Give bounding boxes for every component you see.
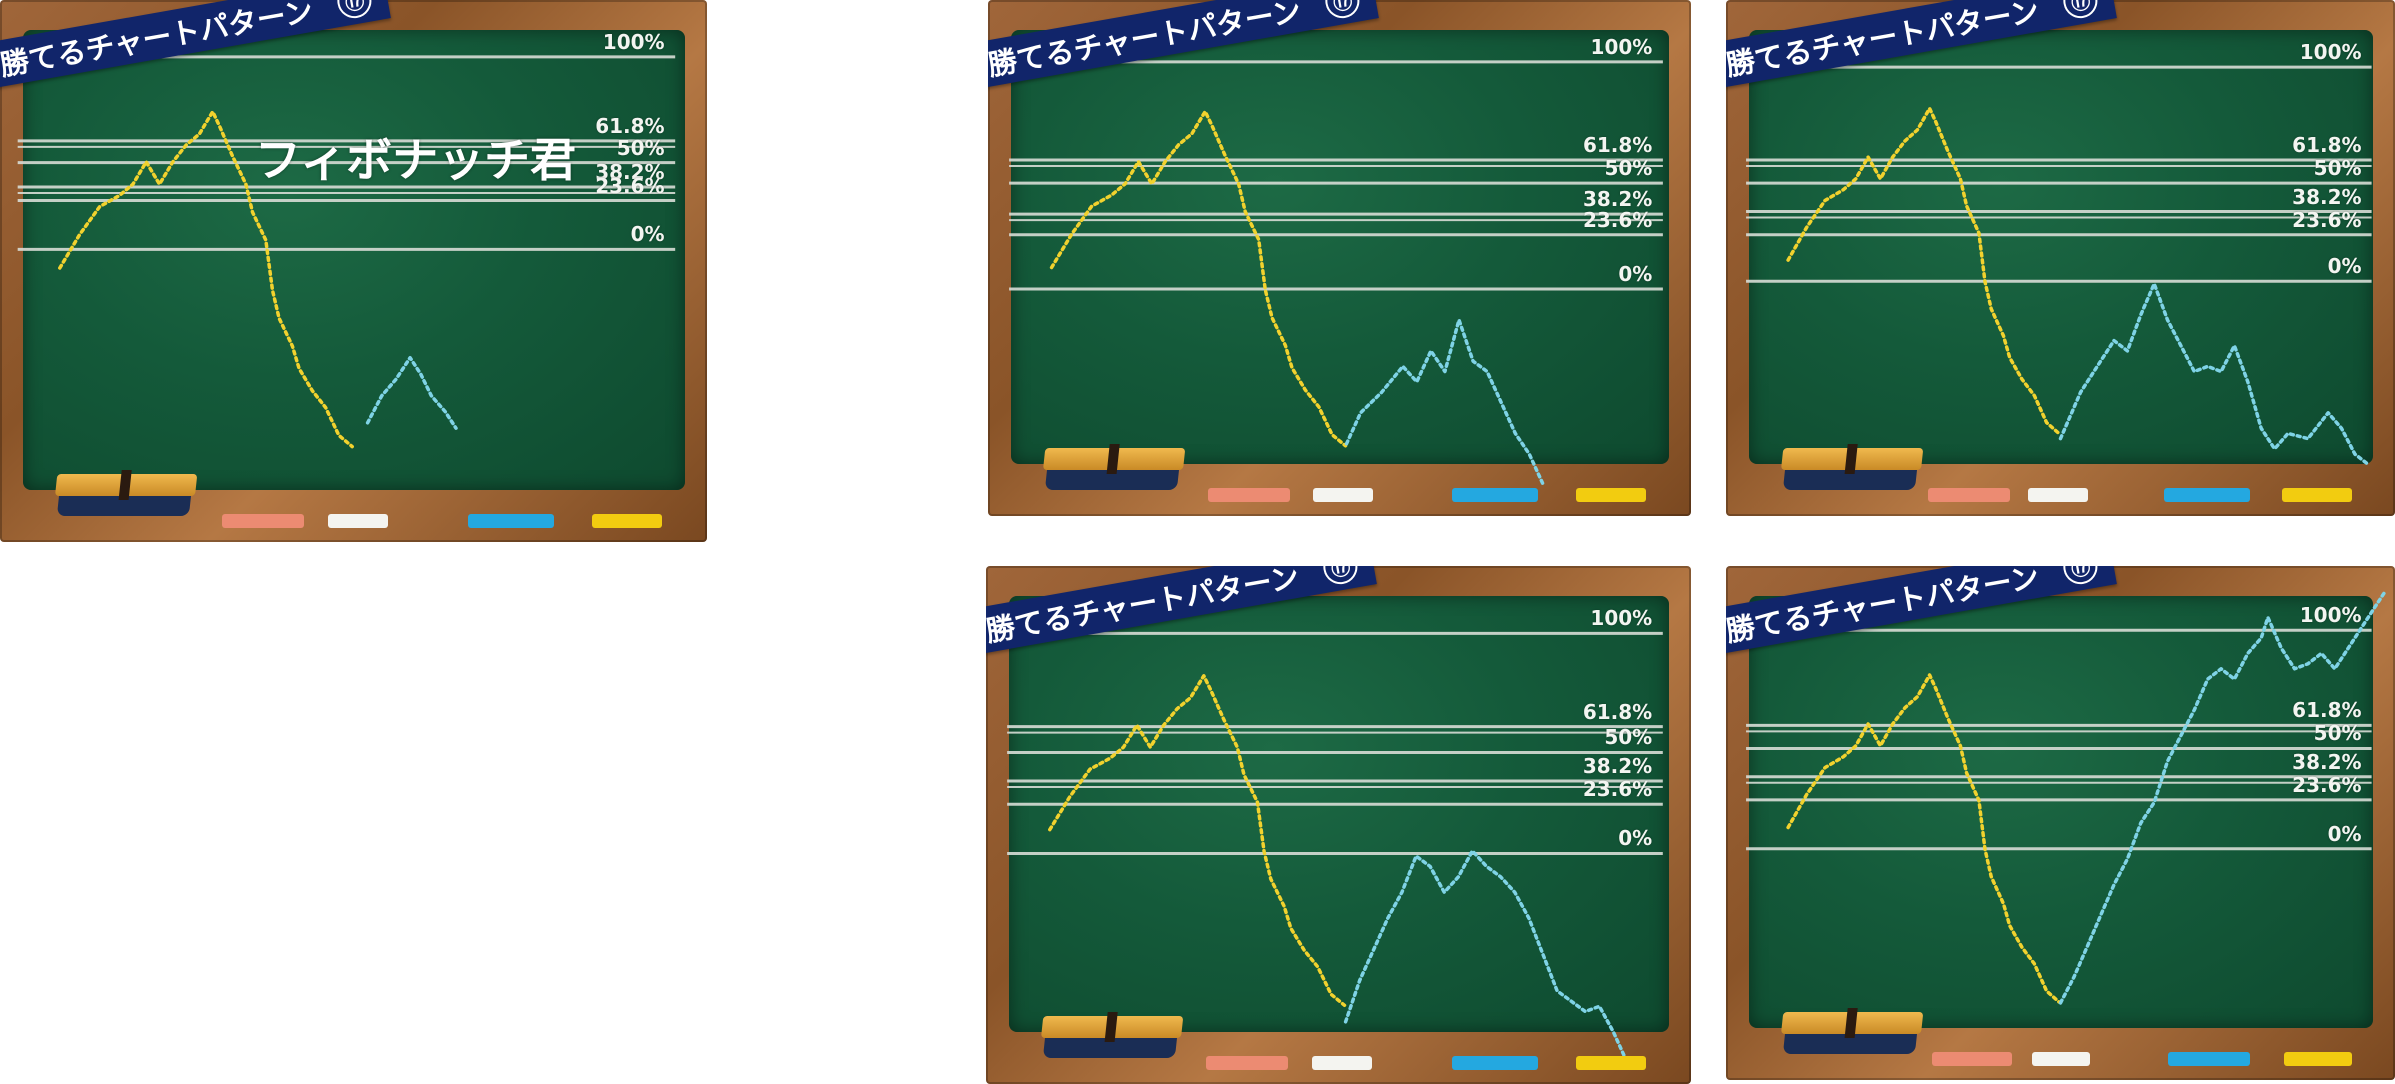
fib-level-label-50: 50% <box>1604 156 1653 181</box>
white-chalk-icon <box>2028 488 2088 502</box>
yellow-chalk-price-line <box>1048 674 1347 1008</box>
eraser-icon <box>1041 444 1186 492</box>
fib-level-label-382: 38.2% <box>1582 187 1653 212</box>
fibonacci-plot <box>1009 60 1663 487</box>
episode-number-badge: ⑰ <box>1320 566 1361 587</box>
chalkboard <box>23 30 685 490</box>
chart-panel-1: 勝てるチャートパターン ⑰ フィボナッチ君 100% 61.8% 50% 38.2% 2… <box>0 0 707 542</box>
eraser-icon <box>1779 1008 1924 1056</box>
fib-level-label-100: 100% <box>2299 603 2362 628</box>
fib-level-label-50: 50% <box>616 135 665 160</box>
yellow-chalk-price-line <box>1049 109 1348 448</box>
white-chalk-icon <box>2032 1052 2090 1066</box>
yellow-chalk-price-line <box>1786 106 2061 436</box>
episode-number-badge: ⑰ <box>2060 566 2101 587</box>
blue-chalk-icon <box>2164 488 2250 502</box>
blue-chalk-icon <box>468 514 554 528</box>
fib-level-label-0: 0% <box>1618 261 1653 286</box>
fib-level-label-50: 50% <box>1604 725 1653 750</box>
cyan-chalk-price-line <box>2058 282 2370 467</box>
cyan-chalk-price-line <box>365 355 458 430</box>
pink-chalk-icon <box>222 514 304 528</box>
fib-level-label-618: 61.8% <box>1582 132 1653 157</box>
fib-level-label-382: 38.2% <box>595 159 665 184</box>
cyan-chalk-price-line <box>1344 318 1546 487</box>
blue-chalk-icon <box>1452 1056 1538 1070</box>
fib-level-label-236: 23.6% <box>1582 777 1653 802</box>
fib-level-label-382: 38.2% <box>2292 184 2362 209</box>
fib-level-label-0: 0% <box>2327 821 2362 846</box>
eraser-icon <box>1779 444 1924 492</box>
fibonacci-plot <box>17 55 676 449</box>
cyan-chalk-price-line <box>1343 849 1630 1066</box>
yellow-chalk-icon <box>2284 1052 2352 1066</box>
fib-level-label-100: 100% <box>1590 34 1653 59</box>
fib-level-label-236: 23.6% <box>2292 772 2362 797</box>
episode-number-badge: ⑰ <box>2060 0 2101 21</box>
cyan-chalk-price-line <box>2058 589 2387 1005</box>
blue-chalk-icon <box>1452 488 1538 502</box>
fibonacci-plot <box>1746 589 2387 1005</box>
chart-panel-2: 勝てるチャートパターン ⑰ 100% 61.8% 50% 38.2% 23.6% 0% <box>988 0 1691 516</box>
fibonacci-plot <box>1746 65 2372 467</box>
yellow-chalk-icon <box>2282 488 2352 502</box>
pink-chalk-icon <box>1206 1056 1288 1070</box>
fib-level-label-100: 100% <box>1590 606 1653 631</box>
yellow-chalk-icon <box>592 514 662 528</box>
chalkboard <box>1749 30 2373 464</box>
episode-number-badge: ⑰ <box>1322 0 1363 21</box>
pink-chalk-icon <box>1208 488 1290 502</box>
fib-level-label-100: 100% <box>2299 40 2362 65</box>
chart-panel-5: 勝てるチャートパターン ⑰ 100% 61.8% 50% 38.2% 23.6% 0% <box>1726 566 2395 1080</box>
fib-level-label-0: 0% <box>630 222 665 247</box>
chart-panel-3: 勝てるチャートパターン ⑰ 100% 61.8% 50% 38.2% 23.6% 0% <box>1726 0 2395 516</box>
fib-level-label-236: 23.6% <box>1582 207 1653 232</box>
pink-chalk-icon <box>1932 1052 2012 1066</box>
fib-level-label-382: 38.2% <box>1582 753 1653 778</box>
fib-level-label-618: 61.8% <box>2292 132 2362 157</box>
yellow-chalk-price-line <box>58 109 354 449</box>
chalkboard <box>1009 596 1669 1032</box>
white-chalk-icon <box>1313 488 1373 502</box>
eraser-icon <box>1039 1012 1184 1060</box>
chalkboard <box>1749 596 2373 1028</box>
fib-level-label-236: 23.6% <box>2292 207 2362 232</box>
fibonacci-plot <box>1007 631 1663 1066</box>
chart-panel-4: 勝てるチャートパターン ⑰ 100% 61.8% 50% 38.2% 23.6% 0% <box>986 566 1691 1084</box>
white-chalk-icon <box>328 514 388 528</box>
fib-level-label-618: 61.8% <box>2292 698 2362 723</box>
fib-level-label-236: 23.6% <box>595 173 665 198</box>
fib-level-label-50: 50% <box>2313 156 2362 181</box>
fib-level-label-0: 0% <box>1618 826 1653 851</box>
fib-level-label-382: 38.2% <box>2292 749 2362 774</box>
episode-number-badge: ⑰ <box>334 0 375 21</box>
yellow-chalk-icon <box>1576 1056 1646 1070</box>
fibonacci-caption: フィボナッチ君 <box>255 133 577 187</box>
yellow-chalk-icon <box>1576 488 1646 502</box>
white-chalk-icon <box>1312 1056 1372 1070</box>
blue-chalk-icon <box>2168 1052 2250 1066</box>
yellow-chalk-price-line <box>1786 673 2061 1004</box>
chalkboard <box>1011 30 1669 464</box>
fib-level-label-0: 0% <box>2327 254 2362 279</box>
fib-level-label-50: 50% <box>2313 721 2362 746</box>
fib-level-label-618: 61.8% <box>1582 699 1653 724</box>
pink-chalk-icon <box>1928 488 2010 502</box>
eraser-icon <box>53 470 198 518</box>
fib-level-label-100: 100% <box>602 29 665 54</box>
fib-level-label-618: 61.8% <box>595 113 665 138</box>
